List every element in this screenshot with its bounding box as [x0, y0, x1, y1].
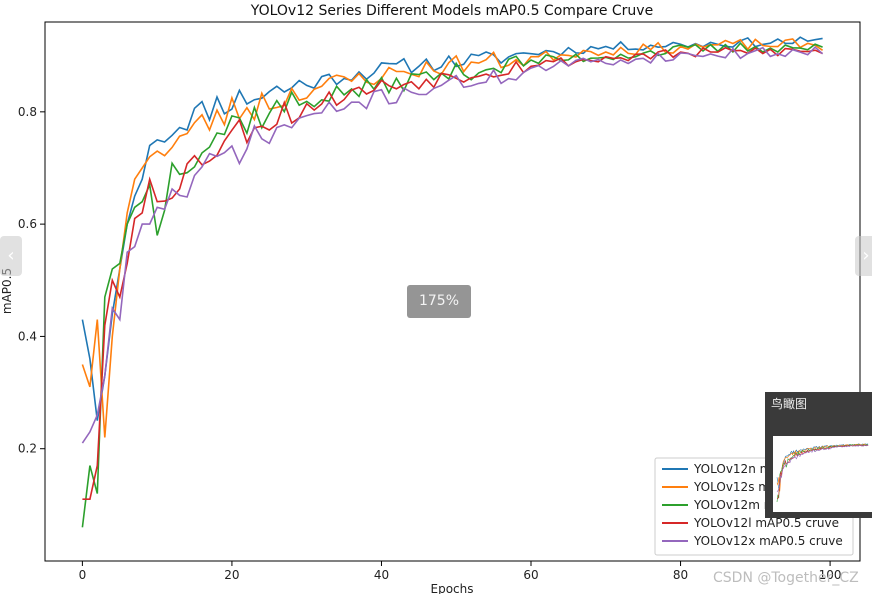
y-tick-label: 0.6	[18, 217, 37, 231]
x-axis-ticks: 0 20 40 60 80 100	[79, 561, 842, 582]
previous-image-button[interactable]: ‹	[0, 236, 22, 276]
y-axis-ticks: 0.2 0.4 0.6 0.8	[18, 105, 45, 456]
x-axis-label: Epochs	[431, 582, 474, 594]
minimap-title: 鸟瞰图	[771, 397, 808, 411]
minimap-panel[interactable]: 鸟瞰图	[765, 392, 872, 518]
minimap-line-3	[776, 444, 869, 503]
legend-label: YOLOv12l mAP0.5 cruve	[693, 516, 839, 530]
zoom-level-badge: 175%	[407, 285, 471, 318]
y-axis-label: mAP0.5	[0, 268, 14, 314]
x-tick-label: 40	[374, 568, 389, 582]
series-line-4	[82, 46, 823, 501]
watermark: CSDN @Together_CZ	[713, 570, 859, 586]
x-tick-label: 20	[224, 568, 239, 582]
series-line-3	[81, 42, 823, 528]
x-tick-label: 60	[523, 568, 538, 582]
minimap-chart-thumbnail	[776, 443, 869, 503]
x-tick-label: 80	[673, 568, 688, 582]
chevron-left-icon: ‹	[7, 245, 15, 266]
y-tick-label: 0.4	[18, 329, 37, 343]
chevron-right-icon: ›	[862, 245, 870, 266]
next-image-button[interactable]: ›	[855, 236, 872, 276]
series-lines	[81, 36, 824, 528]
minimap-line-2	[776, 443, 869, 492]
minimap-lines	[776, 443, 869, 503]
series-line-5	[81, 46, 824, 444]
chart-title: YOLOv12 Series Different Models mAP0.5 C…	[250, 3, 653, 19]
legend-label: YOLOv12x mAP0.5 cruve	[693, 534, 843, 548]
minimap-line-1	[776, 443, 869, 490]
y-tick-label: 0.8	[18, 105, 37, 119]
x-tick-label: 0	[79, 568, 87, 582]
y-tick-label: 0.2	[18, 442, 37, 456]
minimap-line-5	[776, 444, 869, 493]
x-tick-label: 100	[819, 568, 842, 582]
series-line-2	[81, 38, 824, 438]
minimap-thumbnail[interactable]	[773, 436, 872, 512]
